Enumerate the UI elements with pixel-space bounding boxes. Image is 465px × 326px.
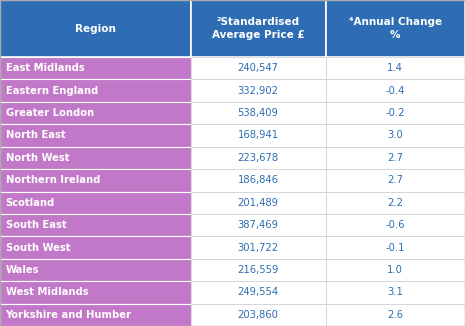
Text: South West: South West xyxy=(6,243,70,253)
Text: 240,547: 240,547 xyxy=(238,63,279,73)
Text: 168,941: 168,941 xyxy=(238,130,279,141)
Text: 332,902: 332,902 xyxy=(238,86,279,96)
Text: 223,678: 223,678 xyxy=(238,153,279,163)
Text: 301,722: 301,722 xyxy=(238,243,279,253)
Text: 538,409: 538,409 xyxy=(238,108,279,118)
Text: -0.4: -0.4 xyxy=(385,86,405,96)
Text: 203,860: 203,860 xyxy=(238,310,279,320)
Text: 1.4: 1.4 xyxy=(387,63,403,73)
Text: -0.1: -0.1 xyxy=(385,243,405,253)
Text: ²Standardised
Average Price £: ²Standardised Average Price £ xyxy=(212,17,305,40)
Text: 3.1: 3.1 xyxy=(387,288,403,297)
Text: ⁴Annual Change
%: ⁴Annual Change % xyxy=(349,17,442,40)
Text: 186,846: 186,846 xyxy=(238,175,279,185)
Text: Wales: Wales xyxy=(6,265,39,275)
Text: 2.7: 2.7 xyxy=(387,175,403,185)
Text: Yorkshire and Humber: Yorkshire and Humber xyxy=(6,310,132,320)
Text: 387,469: 387,469 xyxy=(238,220,279,230)
Text: Greater London: Greater London xyxy=(6,108,94,118)
Text: Northern Ireland: Northern Ireland xyxy=(6,175,100,185)
Text: 2.2: 2.2 xyxy=(387,198,403,208)
Text: East Midlands: East Midlands xyxy=(6,63,84,73)
Text: North East: North East xyxy=(6,130,65,141)
Text: South East: South East xyxy=(6,220,66,230)
Text: Eastern England: Eastern England xyxy=(6,86,98,96)
Text: North West: North West xyxy=(6,153,69,163)
Text: 249,554: 249,554 xyxy=(238,288,279,297)
Text: -0.6: -0.6 xyxy=(385,220,405,230)
Text: 2.7: 2.7 xyxy=(387,153,403,163)
Text: 201,489: 201,489 xyxy=(238,198,279,208)
Text: -0.2: -0.2 xyxy=(385,108,405,118)
Text: West Midlands: West Midlands xyxy=(6,288,88,297)
Text: 2.6: 2.6 xyxy=(387,310,403,320)
Text: 1.0: 1.0 xyxy=(387,265,403,275)
Text: Scotland: Scotland xyxy=(6,198,55,208)
Text: 3.0: 3.0 xyxy=(387,130,403,141)
Text: Region: Region xyxy=(75,23,116,34)
Text: 216,559: 216,559 xyxy=(238,265,279,275)
